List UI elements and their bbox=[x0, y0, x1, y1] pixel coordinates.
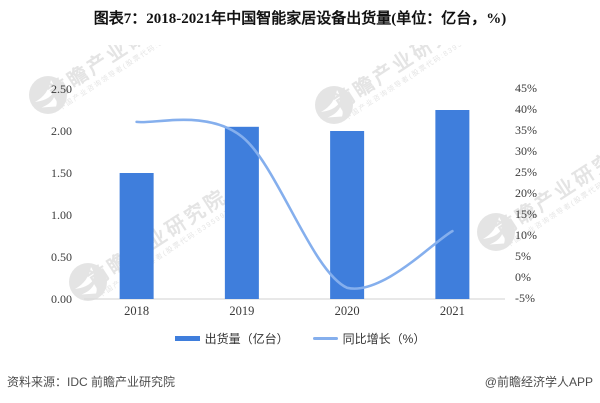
qianzhan-logo-icon bbox=[69, 263, 107, 301]
legend-label: 出货量（亿台） bbox=[204, 332, 289, 346]
qianzhan-logo-icon bbox=[29, 76, 67, 114]
watermark: 前瞻产业研究院 中国产业咨询领导者(股票代码:839599) bbox=[476, 135, 600, 252]
qianzhan-logo-icon bbox=[477, 213, 515, 251]
brand-credit: @前瞻经济学人APP bbox=[484, 375, 593, 389]
chart-title: 图表7：2018-2021年中国智能家居设备出货量(单位：亿台，%) bbox=[93, 11, 507, 27]
growth-line bbox=[135, 118, 454, 290]
legend-label: 同比增长（%） bbox=[342, 332, 426, 346]
watermark: 前瞻产业研究院 中国产业咨询领导者(股票代码:839599) bbox=[314, 45, 554, 125]
watermark: 前瞻产业研究院 中国产业咨询领导者(股票代码:839599) bbox=[68, 185, 308, 302]
bar-2018 bbox=[119, 173, 154, 299]
bar-2019 bbox=[224, 126, 259, 299]
legend: 出货量（亿台） 同比增长（%） bbox=[0, 330, 600, 347]
watermark-layer: 前瞻产业研究院 中国产业咨询领导者(股票代码:839599) 前瞻产业研究院 中… bbox=[0, 45, 600, 403]
legend-item-growth: 同比增长（%） bbox=[312, 330, 426, 347]
watermark: 前瞻产业研究院 中国产业咨询领导者(股票代码:839599) bbox=[28, 45, 268, 115]
bar-2020 bbox=[330, 131, 365, 299]
source-note: 资料来源：IDC 前瞻产业研究院 bbox=[7, 375, 176, 389]
legend-swatch-line-icon bbox=[312, 337, 338, 340]
legend-swatch-bar-icon bbox=[174, 336, 200, 341]
legend-item-shipments: 出货量（亿台） bbox=[174, 330, 289, 347]
bar-2021 bbox=[435, 110, 470, 299]
qianzhan-logo-icon bbox=[315, 86, 353, 124]
